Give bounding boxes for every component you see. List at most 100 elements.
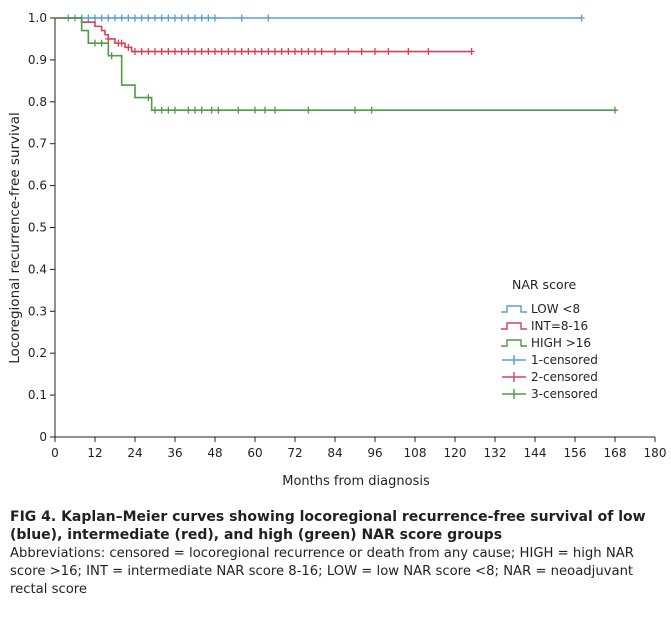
series-high: [55, 17, 618, 114]
y-tick-label: 0.6: [28, 179, 47, 193]
censor-mark-int: [225, 48, 232, 56]
censor-mark-int: [132, 48, 138, 56]
x-tick-label: 48: [207, 446, 222, 460]
x-tick-label: 156: [564, 446, 587, 460]
censor-mark-high: [252, 106, 258, 114]
axes: 0 12 24 36 48 60 72 84 96 108 120 132 144 156 168 180 0 0…: [28, 11, 667, 460]
legend: NAR score LOW <8 INT=8-16 HIGH >16 1-censore…: [501, 277, 598, 401]
censor-mark-high: [108, 52, 115, 60]
censor-mark-int: [468, 48, 475, 56]
censor-mark-int: [358, 48, 365, 56]
censor-mark-int: [345, 48, 352, 56]
legend-censor-label-int: 2-censored: [531, 370, 598, 384]
censor-mark-int: [158, 48, 165, 56]
censor-mark-low: [92, 14, 98, 22]
x-tick-label: 36: [167, 446, 182, 460]
y-tick-label: 0.9: [28, 53, 47, 67]
censor-mark-int: [238, 48, 245, 56]
x-tick-label: 0: [51, 446, 59, 460]
censor-mark-high: [612, 106, 618, 114]
censor-mark-high: [305, 106, 312, 114]
censor-mark-low: [112, 14, 118, 22]
censor-mark-high: [165, 106, 172, 114]
censor-mark-int: [192, 48, 198, 56]
legend-label-low: LOW <8: [531, 302, 580, 316]
censor-mark-high: [145, 94, 152, 102]
censor-mark-int: [258, 48, 265, 56]
censor-mark-int: [232, 48, 238, 56]
legend-label-high: HIGH >16: [531, 336, 591, 350]
censor-mark-int: [385, 48, 392, 56]
y-tick-label: 0.1: [28, 388, 47, 402]
x-tick-label: 84: [327, 446, 342, 460]
censor-mark-int: [178, 48, 185, 56]
censor-mark-low: [152, 14, 158, 22]
censor-mark-low: [265, 14, 272, 22]
censor-mark-low: [132, 14, 138, 22]
y-tick-label: 0.4: [28, 262, 47, 276]
censor-mark-int: [152, 48, 158, 56]
x-tick-label: 168: [604, 446, 627, 460]
censor-mark-low: [238, 14, 245, 22]
censor-mark-int: [425, 48, 432, 56]
censor-mark-low: [192, 14, 198, 22]
series-line-high: [55, 17, 615, 111]
legend-swatch-high: [501, 339, 527, 347]
series-int: [55, 17, 475, 56]
censor-mark-int: [185, 48, 192, 56]
censor-mark-int: [212, 48, 218, 56]
legend-swatch-int: [501, 322, 527, 330]
censor-mark-int: [172, 48, 178, 56]
censor-mark-low: [158, 14, 165, 22]
legend-entry-high: HIGH >16: [501, 336, 591, 350]
censor-mark-low: [118, 14, 125, 22]
y-tick-label: 0.5: [28, 221, 47, 235]
censor-mark-int: [145, 48, 152, 56]
censor-mark-int: [165, 48, 172, 56]
censor-mark-high: [262, 106, 268, 114]
censor-mark-low: [198, 14, 205, 22]
censor-mark-high: [92, 39, 98, 47]
censor-mark-low: [85, 14, 92, 22]
censor-mark-high: [272, 106, 278, 114]
legend-censor-entry-int: 2-censored: [502, 370, 598, 384]
censor-mark-high: [158, 106, 165, 114]
censor-mark-int: [245, 48, 252, 56]
censor-mark-low: [172, 14, 178, 22]
legend-censor-label-high: 3-censored: [531, 387, 598, 401]
censor-mark-low: [145, 14, 152, 22]
x-tick-label: 132: [484, 446, 507, 460]
censor-mark-int: [298, 48, 305, 56]
y-tick-label: 0.2: [28, 346, 47, 360]
censor-mark-int: [285, 48, 292, 56]
x-tick-label: 120: [444, 446, 467, 460]
censor-mark-low: [178, 14, 185, 22]
censor-mark-int: [305, 48, 312, 56]
y-tick-label: 0.3: [28, 304, 47, 318]
caption-abbreviations: Abbreviations: censored = locoregional r…: [10, 546, 634, 597]
legend-censor-label-low: 1-censored: [531, 353, 598, 367]
series-low: [55, 14, 585, 22]
censor-mark-int: [198, 48, 205, 56]
x-tick-label: 144: [524, 446, 547, 460]
censor-mark-int: [205, 48, 212, 56]
censor-mark-low: [105, 14, 112, 22]
y-tick-label: 0.8: [28, 95, 47, 109]
censor-mark-low: [212, 14, 218, 22]
censor-mark-high: [192, 106, 198, 114]
km-chart: 0 12 24 36 48 60 72 84 96 108 120 132 144 156 168 180 0 0…: [7, 11, 667, 489]
censor-mark-high: [198, 106, 205, 114]
censor-mark-high: [152, 106, 158, 114]
caption-title: FIG 4. Kaplan–Meier curves showing locor…: [10, 509, 646, 543]
series-line-int: [55, 17, 472, 53]
censor-mark-int: [125, 43, 132, 51]
censor-mark-int: [405, 48, 412, 56]
legend-censor-swatch-int: [502, 372, 526, 382]
censor-mark-high: [185, 106, 192, 114]
censor-mark-int: [252, 48, 258, 56]
censor-mark-int: [318, 48, 325, 56]
censor-mark-low: [185, 14, 192, 22]
y-tick-label: 0: [39, 430, 47, 444]
x-tick-label: 72: [287, 446, 302, 460]
x-tick-label: 24: [127, 446, 142, 460]
